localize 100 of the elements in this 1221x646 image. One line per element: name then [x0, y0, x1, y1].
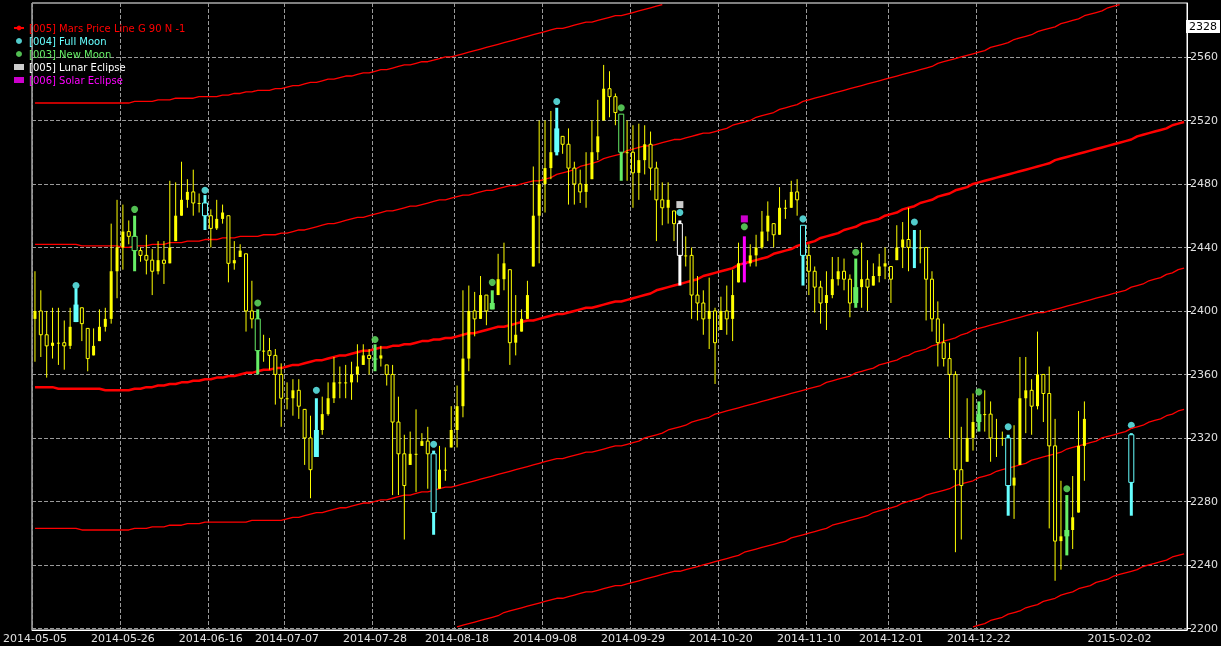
point	[740, 215, 748, 223]
candlestick	[724, 285, 729, 336]
x-tick-label: 2014-09-29	[601, 632, 665, 645]
candlestick	[232, 240, 236, 271]
candlestick	[285, 381, 289, 410]
x-tick-label: 2014-08-18	[425, 632, 490, 645]
candlestick	[221, 204, 225, 225]
candlestick	[760, 210, 764, 250]
candlestick	[443, 446, 447, 482]
candlestick	[115, 199, 119, 299]
candlestick	[596, 99, 600, 161]
legend-label: [003] New Moon	[29, 48, 112, 60]
candlestick	[1000, 431, 1004, 447]
y-tick-label: 2200	[1190, 621, 1219, 635]
candlestick	[420, 432, 424, 447]
candlestick	[68, 307, 72, 350]
x-tick-label: 2014-06-16	[178, 632, 243, 645]
candlestick	[79, 307, 84, 342]
candlestick	[1059, 480, 1063, 571]
x-tick-label: 2014-11-10	[776, 632, 841, 645]
candlestick	[983, 389, 987, 433]
candlestick	[520, 308, 524, 333]
candlestick	[514, 294, 518, 356]
candlestick	[437, 445, 441, 490]
candlestick	[666, 181, 670, 225]
candlestick	[766, 200, 770, 242]
candlestick	[344, 364, 348, 399]
legend-label: [006] Solar Eclipse	[29, 74, 123, 86]
candlestick	[860, 242, 864, 309]
candlestick	[168, 180, 172, 264]
x-tick-label: 2014-07-07	[255, 632, 320, 645]
candlestick	[543, 119, 547, 214]
point	[371, 336, 379, 344]
candlestick	[291, 378, 295, 417]
candlestick	[525, 280, 529, 320]
candlestick	[350, 361, 354, 401]
line-series	[33, 120, 1186, 392]
point	[975, 388, 983, 396]
point	[201, 186, 209, 194]
candlestick	[771, 223, 776, 248]
candlestick	[684, 235, 688, 267]
point	[1063, 485, 1071, 493]
candlestick	[994, 418, 998, 458]
x-tick-label: 2014-05-05	[2, 632, 67, 645]
candlestick	[379, 345, 383, 367]
candlestick	[103, 307, 107, 333]
candlestick	[906, 207, 911, 272]
candlestick	[719, 296, 723, 331]
candlestick	[865, 259, 870, 312]
point	[430, 440, 438, 448]
x-tick-label: 2014-07-28	[343, 632, 407, 645]
candlestick	[150, 248, 155, 296]
point	[1004, 423, 1012, 431]
legend-label: [005] Lunar Eclipse	[29, 61, 126, 73]
candlestick	[789, 180, 793, 209]
candlestick	[554, 106, 560, 156]
candlestick	[1029, 378, 1034, 436]
candlestick	[185, 178, 189, 209]
candlestick	[496, 253, 500, 296]
candlestick	[367, 348, 372, 375]
candlestick	[191, 169, 196, 217]
y-tick-label: 2560	[1190, 50, 1219, 64]
candlestick	[578, 169, 583, 204]
candlestick	[737, 242, 740, 283]
candlestick	[279, 362, 284, 428]
point	[676, 201, 684, 209]
candlestick	[1012, 424, 1016, 520]
y-tick-label: 2440	[1190, 240, 1219, 254]
candlestick	[92, 327, 96, 356]
point	[617, 104, 625, 112]
x-tick-label: 2015-02-02	[1087, 632, 1152, 645]
point	[131, 205, 139, 213]
candlestick	[741, 236, 747, 283]
candlestick	[971, 392, 975, 452]
candlestick	[502, 242, 506, 291]
candlestick	[33, 270, 37, 363]
candlestick	[472, 291, 477, 337]
candlestick	[935, 300, 940, 367]
line-series	[456, 408, 1185, 628]
candlestick	[988, 400, 993, 463]
point	[312, 386, 320, 394]
legend-label: [005] Mars Price Line G 90 N -1	[29, 22, 186, 34]
candlestick	[455, 385, 459, 448]
candlestick	[197, 192, 201, 214]
x-tick-label: 2014-09-08	[513, 632, 577, 645]
candlestick	[296, 378, 301, 420]
x-tick-label: 2014-12-22	[946, 632, 1011, 645]
y-tick-label: 2320	[1190, 431, 1219, 445]
x-tick-label: 2014-10-20	[688, 632, 753, 645]
candlestick	[332, 356, 336, 404]
x-tick-label: 2014-12-01	[858, 632, 923, 645]
candlestick	[156, 240, 160, 275]
candlestick	[630, 124, 635, 209]
candlestick	[161, 240, 166, 285]
candlestick	[795, 178, 800, 217]
point	[553, 97, 561, 105]
point	[910, 218, 918, 226]
candlestick	[847, 273, 852, 318]
point	[254, 299, 262, 307]
candlestick	[877, 253, 881, 283]
